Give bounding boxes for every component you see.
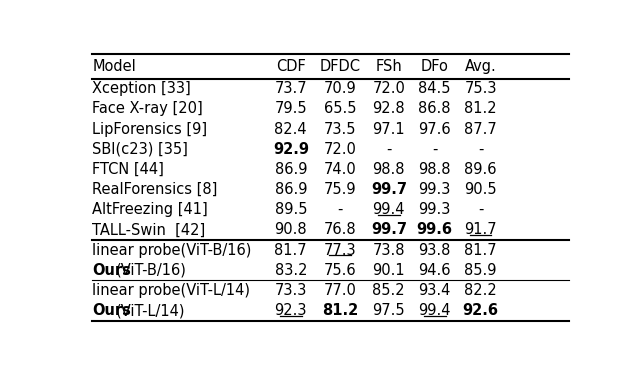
Text: -: -	[386, 142, 392, 157]
Text: 92.9: 92.9	[273, 142, 308, 157]
Text: 86.9: 86.9	[275, 162, 307, 177]
Text: 70.9: 70.9	[324, 81, 356, 96]
Text: 93.4: 93.4	[419, 283, 451, 298]
Text: linear probe(ViT-B/16): linear probe(ViT-B/16)	[92, 242, 252, 258]
Text: 81.2: 81.2	[464, 101, 497, 117]
Text: FTCN [44]: FTCN [44]	[92, 162, 164, 177]
Text: 82.2: 82.2	[464, 283, 497, 298]
Text: 73.8: 73.8	[372, 242, 405, 258]
Text: 74.0: 74.0	[324, 162, 356, 177]
Text: -: -	[338, 202, 343, 217]
Text: 75.9: 75.9	[324, 182, 356, 197]
Text: 94.6: 94.6	[419, 263, 451, 278]
Text: 65.5: 65.5	[324, 101, 356, 117]
Text: 91.7: 91.7	[464, 222, 497, 237]
Text: TALL-Swin  [42]: TALL-Swin [42]	[92, 222, 205, 237]
Text: 73.3: 73.3	[275, 283, 307, 298]
Text: -: -	[478, 202, 483, 217]
Text: 82.4: 82.4	[275, 122, 307, 136]
Text: 79.5: 79.5	[275, 101, 307, 117]
Text: 85.2: 85.2	[372, 283, 405, 298]
Text: 81.7: 81.7	[464, 242, 497, 258]
Text: 90.5: 90.5	[464, 182, 497, 197]
Text: 92.6: 92.6	[463, 303, 499, 318]
Text: RealForensics [8]: RealForensics [8]	[92, 182, 218, 197]
Text: FSh: FSh	[376, 59, 402, 74]
Text: 98.8: 98.8	[419, 162, 451, 177]
Text: Xception [33]: Xception [33]	[92, 81, 191, 96]
Text: 90.1: 90.1	[372, 263, 405, 278]
Text: 75.6: 75.6	[324, 263, 356, 278]
Text: -: -	[432, 142, 437, 157]
Text: Face X-ray [20]: Face X-ray [20]	[92, 101, 203, 117]
Text: 99.7: 99.7	[371, 182, 407, 197]
Text: 99.3: 99.3	[419, 202, 451, 217]
Text: 81.2: 81.2	[323, 303, 358, 318]
Text: 73.5: 73.5	[324, 122, 356, 136]
Text: 75.3: 75.3	[464, 81, 497, 96]
Text: 97.1: 97.1	[372, 122, 405, 136]
Text: 73.7: 73.7	[275, 81, 307, 96]
Text: Model: Model	[92, 59, 136, 74]
Text: 77.3: 77.3	[324, 242, 356, 258]
Text: 99.4: 99.4	[419, 303, 451, 318]
Text: 99.7: 99.7	[371, 222, 407, 237]
Text: Ours: Ours	[92, 263, 131, 278]
Text: 77.0: 77.0	[324, 283, 357, 298]
Text: -: -	[478, 142, 483, 157]
Text: 92.3: 92.3	[275, 303, 307, 318]
Text: 87.7: 87.7	[464, 122, 497, 136]
Text: Ours: Ours	[92, 303, 131, 318]
Text: 76.8: 76.8	[324, 222, 356, 237]
Text: linear probe(ViT-L/14): linear probe(ViT-L/14)	[92, 283, 250, 298]
Text: 90.8: 90.8	[275, 222, 307, 237]
Text: CDF: CDF	[276, 59, 306, 74]
Text: 98.8: 98.8	[372, 162, 405, 177]
Text: DFDC: DFDC	[320, 59, 361, 74]
Text: 89.6: 89.6	[464, 162, 497, 177]
Text: 81.7: 81.7	[275, 242, 307, 258]
Text: SBI(c23) [35]: SBI(c23) [35]	[92, 142, 188, 157]
Text: 86.9: 86.9	[275, 182, 307, 197]
Text: (ViT-L/14): (ViT-L/14)	[116, 303, 185, 318]
Text: 72.0: 72.0	[324, 142, 357, 157]
Text: 97.5: 97.5	[372, 303, 405, 318]
Text: 84.5: 84.5	[419, 81, 451, 96]
Text: 99.6: 99.6	[417, 222, 452, 237]
Text: 86.8: 86.8	[419, 101, 451, 117]
Text: 93.8: 93.8	[419, 242, 451, 258]
Text: 85.9: 85.9	[464, 263, 497, 278]
Text: 89.5: 89.5	[275, 202, 307, 217]
Text: 99.3: 99.3	[419, 182, 451, 197]
Text: AltFreezing [41]: AltFreezing [41]	[92, 202, 208, 217]
Text: 97.6: 97.6	[419, 122, 451, 136]
Text: (ViT-B/16): (ViT-B/16)	[116, 263, 187, 278]
Text: 92.8: 92.8	[372, 101, 405, 117]
Text: 83.2: 83.2	[275, 263, 307, 278]
Text: LipForensics [9]: LipForensics [9]	[92, 122, 207, 136]
Text: 99.4: 99.4	[372, 202, 405, 217]
Text: 72.0: 72.0	[372, 81, 405, 96]
Text: DFo: DFo	[420, 59, 449, 74]
Text: Avg.: Avg.	[465, 59, 497, 74]
